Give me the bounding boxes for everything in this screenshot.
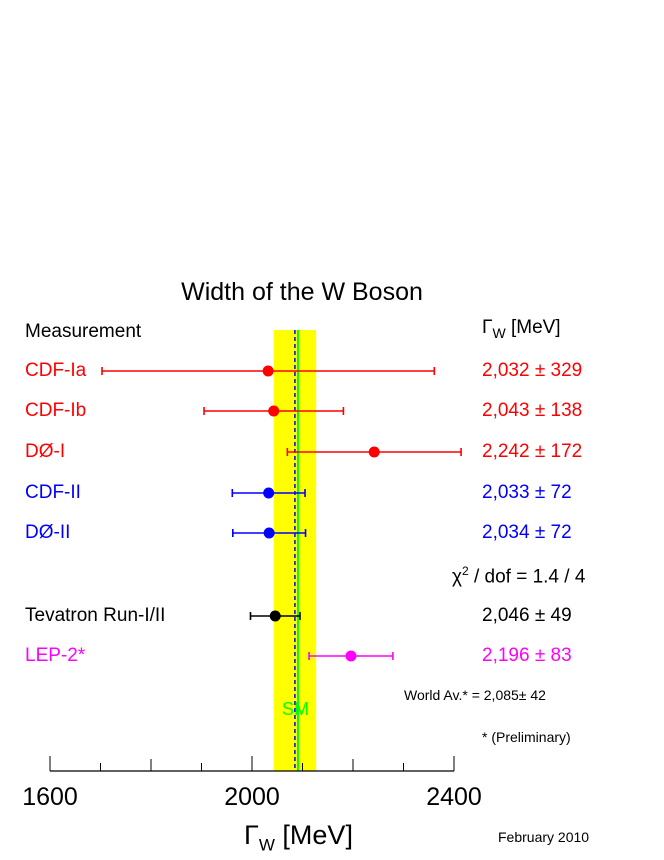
measurement-value: 2,196 ± 83 (482, 645, 572, 666)
data-point (263, 527, 275, 539)
value-header: ΓW [MeV] (482, 318, 561, 340)
x-tick-label: 2000 (224, 783, 280, 811)
gamma-symbol: Γ (482, 317, 493, 338)
measurement-name: CDF-Ia (25, 360, 87, 381)
preliminary-footnote: * (Preliminary) (482, 729, 571, 745)
measurement-value: 2,043 ± 138 (482, 400, 583, 421)
data-point (268, 405, 280, 417)
measurement-name: LEP-2* (25, 645, 86, 666)
data-point (345, 650, 357, 662)
x-unit-text: [MeV] (274, 820, 353, 850)
measurement-value: 2,033 ± 72 (482, 482, 572, 503)
band-layer (273, 330, 317, 771)
chi2-label: χ2 / dof = 1.4 / 4 (452, 565, 585, 586)
date-label: February 2010 (498, 829, 590, 845)
data-point (269, 610, 281, 622)
measurement-name: Tevatron Run-I/II (25, 605, 166, 626)
measurement-name: DØ-II (25, 522, 71, 543)
measurement-value: 2,032 ± 329 (482, 360, 583, 381)
data-point (368, 446, 380, 458)
sm-label: SM (282, 699, 309, 719)
chart-title: Width of the W Boson (181, 278, 423, 306)
x-gamma-subscript: W (258, 835, 275, 855)
measurement-value: 2,046 ± 49 (482, 605, 572, 626)
measurement-name: CDF-II (25, 482, 81, 503)
measurement-value: 2,034 ± 72 (482, 522, 572, 543)
unit-text: [MeV] (505, 317, 561, 338)
measurement-header: Measurement (25, 321, 142, 342)
x-axis (49, 756, 455, 772)
measurement-name: DØ-I (25, 441, 66, 462)
chi-superscript: 2 (461, 564, 469, 578)
x-tick-label: 1600 (22, 783, 78, 811)
data-point (262, 365, 274, 377)
gamma-subscript: W (492, 324, 506, 341)
measurement-value: 2,242 ± 172 (482, 441, 583, 462)
data-point (263, 487, 275, 499)
x-axis-label: ΓW [MeV] (244, 820, 353, 855)
chi-symbol: χ (452, 566, 462, 588)
world-average-label: World Av.* = 2,085± 42 (404, 687, 546, 703)
measurement-name: CDF-Ib (25, 400, 87, 421)
x-tick-label: 2400 (426, 783, 482, 811)
x-gamma-symbol: Γ (244, 820, 259, 850)
marks-layer (101, 365, 462, 662)
chi2-text: / dof = 1.4 / 4 (468, 566, 586, 588)
